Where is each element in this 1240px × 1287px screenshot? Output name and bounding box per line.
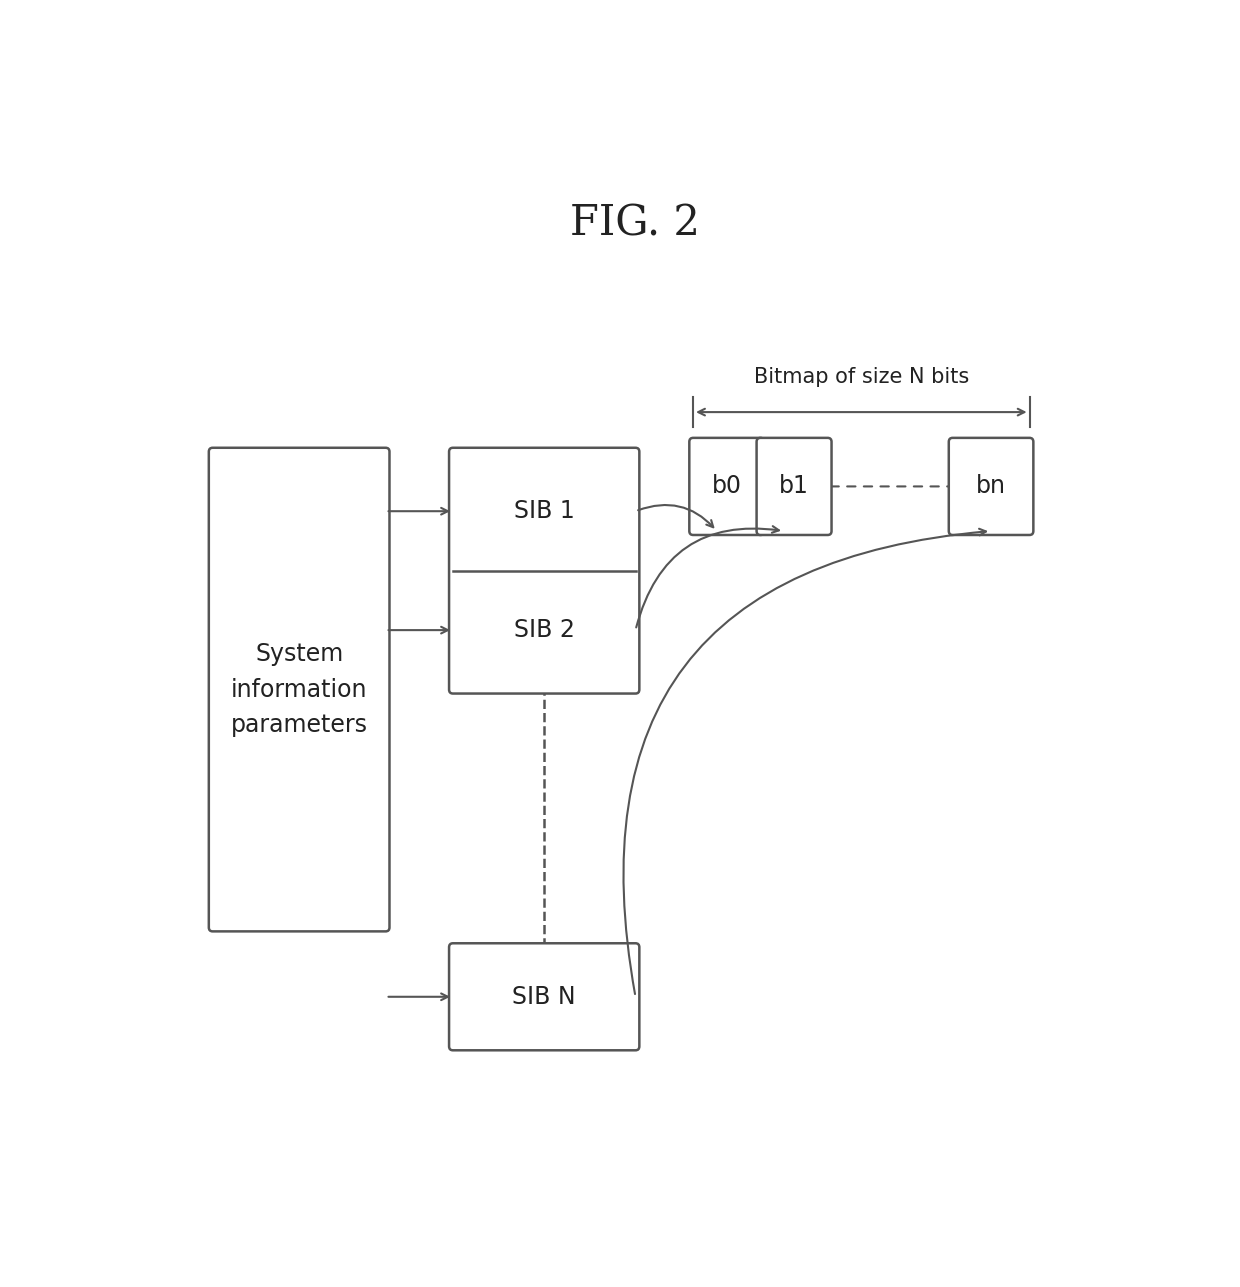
- FancyBboxPatch shape: [689, 438, 764, 535]
- Text: SIB 1: SIB 1: [513, 499, 574, 524]
- Text: System
information
parameters: System information parameters: [231, 642, 367, 737]
- Text: FIG. 2: FIG. 2: [570, 203, 701, 245]
- Text: SIB 2: SIB 2: [513, 618, 574, 642]
- FancyBboxPatch shape: [949, 438, 1033, 535]
- FancyBboxPatch shape: [756, 438, 832, 535]
- Text: bn: bn: [976, 475, 1006, 498]
- FancyBboxPatch shape: [449, 943, 640, 1050]
- Text: b1: b1: [779, 475, 808, 498]
- Text: Bitmap of size N bits: Bitmap of size N bits: [754, 367, 968, 387]
- FancyBboxPatch shape: [449, 448, 640, 694]
- Text: b0: b0: [712, 475, 742, 498]
- FancyBboxPatch shape: [208, 448, 389, 932]
- Text: SIB N: SIB N: [512, 985, 577, 1009]
